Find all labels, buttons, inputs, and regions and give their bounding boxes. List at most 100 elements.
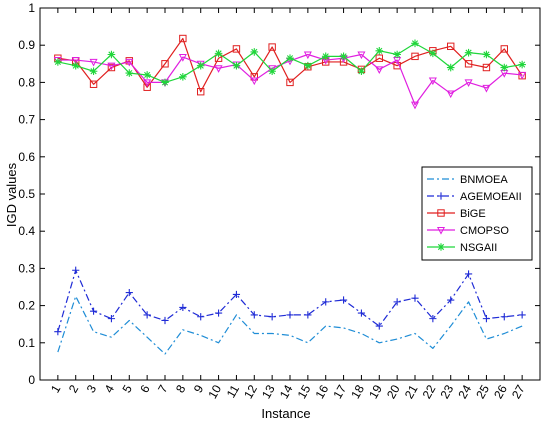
data-point-agemoeaii (286, 311, 294, 319)
data-point-agemoeaii (143, 311, 151, 319)
x-tick-label: 11 (224, 382, 243, 400)
data-point-cmopso (303, 51, 312, 60)
data-point-nsgaii (125, 69, 134, 77)
x-tick-label: 17 (330, 382, 349, 401)
legend-item-agemoeaii: AGEMOEAII (427, 191, 522, 203)
data-point-nsgaii (304, 61, 312, 70)
x-tick-label: 26 (491, 382, 510, 401)
data-point-nsgaii (357, 67, 366, 76)
data-point-agemoeaii (322, 298, 330, 306)
x-tick-label: 22 (420, 382, 439, 401)
legend-label: BNMOEA (460, 174, 508, 186)
x-tick-label: 9 (191, 382, 207, 395)
y-tick-label: 0.1 (18, 336, 35, 350)
y-tick-label: 0.3 (18, 261, 35, 275)
legend-item-cmopso: CMOPSO (427, 225, 509, 237)
legend-item-nsgaii: NSGAII (427, 242, 497, 254)
y-tick-label: 0.6 (18, 150, 35, 164)
data-point-cmopso (446, 90, 455, 99)
legend-swatch-marker (437, 243, 445, 251)
data-point-agemoeaii (161, 316, 169, 325)
data-point-bige (411, 52, 419, 61)
data-point-agemoeaii (232, 290, 241, 299)
data-point-bige (161, 60, 169, 68)
legend-item-bige: BiGE (427, 208, 486, 220)
y-tick-label: 1 (28, 1, 35, 15)
data-point-cmopso (410, 101, 420, 110)
data-point-nsgaii (196, 61, 205, 70)
data-point-agemoeaii (54, 328, 62, 336)
x-tick-label: 5 (119, 382, 135, 395)
x-tick-label: 2 (66, 382, 82, 395)
legend-swatch-marker (437, 192, 445, 200)
data-point-bige (286, 78, 294, 87)
x-tick-label: 24 (455, 382, 474, 401)
y-tick-label: 0.9 (18, 38, 35, 52)
data-point-nsgaii (286, 54, 294, 63)
x-tick-label: 1 (48, 382, 64, 395)
data-point-nsgaii (482, 50, 491, 59)
data-point-bige (393, 61, 401, 70)
data-point-nsgaii (339, 52, 348, 61)
legend-item-bnmoea: BNMOEA (427, 174, 508, 186)
data-point-nsgaii (464, 48, 473, 57)
data-point-agemoeaii (107, 315, 116, 323)
x-tick-label: 27 (509, 382, 528, 401)
data-point-agemoeaii (357, 309, 366, 317)
x-tick-label: 10 (205, 382, 224, 401)
data-point-nsgaii (250, 48, 259, 56)
data-point-nsgaii (232, 61, 241, 70)
data-point-bige (447, 42, 455, 51)
data-point-nsgaii (179, 73, 187, 81)
x-axis-title: Instance (261, 406, 310, 421)
data-point-agemoeaii (214, 309, 223, 317)
x-tick-label: 12 (241, 382, 260, 401)
y-axis-title: IGD values (4, 162, 19, 227)
y-tick-label: 0 (28, 373, 35, 387)
data-point-bige (89, 80, 98, 88)
data-point-cmopso (89, 58, 98, 67)
data-point-nsgaii (446, 63, 455, 72)
x-tick-label: 16 (313, 382, 332, 401)
data-point-nsgaii (268, 67, 276, 76)
data-point-agemoeaii (447, 296, 455, 304)
data-point-nsgaii (71, 61, 80, 70)
series-agemoeaii (54, 266, 526, 336)
data-point-bige (179, 34, 187, 43)
data-point-bige (125, 57, 133, 65)
data-point-cmopso (250, 77, 259, 86)
legend: BNMOEA AGEMOEAII BiGE CMOPSO NSGAII (421, 166, 533, 261)
data-point-cmopso (143, 79, 152, 87)
data-point-agemoeaii (429, 315, 437, 323)
data-point-agemoeaii (125, 288, 133, 297)
data-point-bige (107, 63, 116, 72)
y-tick-label: 0.5 (18, 187, 35, 201)
data-point-agemoeaii (482, 315, 491, 323)
data-point-nsgaii (107, 50, 116, 59)
data-point-nsgaii (54, 58, 62, 66)
x-tick-label: 4 (102, 382, 118, 395)
data-point-nsgaii (393, 50, 401, 59)
data-point-agemoeaii (72, 266, 80, 274)
legend-label: AGEMOEAII (460, 191, 522, 203)
x-tick-label: 14 (277, 382, 296, 401)
data-point-bige (500, 45, 508, 53)
data-point-cmopso (107, 62, 116, 71)
data-point-cmopso (428, 77, 437, 86)
data-point-nsgaii (429, 49, 437, 58)
data-point-agemoeaii (304, 311, 312, 319)
data-point-cmopso (375, 66, 384, 74)
data-point-nsgaii (500, 63, 509, 72)
data-point-nsgaii (89, 67, 98, 76)
data-point-cmopso (464, 79, 473, 87)
data-point-bige (197, 88, 205, 96)
x-tick-label: 23 (438, 382, 457, 401)
x-tick-label: 7 (155, 382, 171, 395)
x-tick-label: 15 (295, 382, 314, 401)
legend-label: CMOPSO (460, 225, 509, 237)
data-point-agemoeaii (500, 313, 508, 321)
data-point-nsgaii (321, 52, 330, 61)
data-point-bige (375, 54, 383, 62)
x-tick-label: 21 (402, 382, 421, 401)
legend-swatch-marker (436, 226, 446, 235)
